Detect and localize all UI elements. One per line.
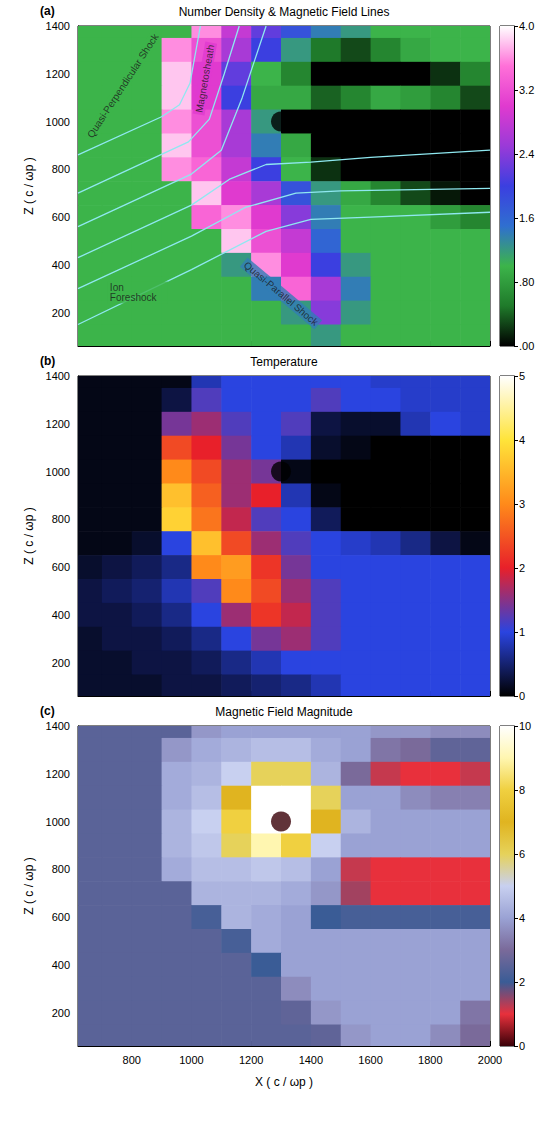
svg-text:400: 400 xyxy=(52,959,70,971)
svg-text:600: 600 xyxy=(52,561,70,573)
svg-text:4: 4 xyxy=(519,434,525,446)
svg-text:400: 400 xyxy=(52,259,70,271)
svg-text:Temperature: Temperature xyxy=(250,355,318,369)
svg-text:1800: 1800 xyxy=(418,1054,442,1066)
svg-text:1000: 1000 xyxy=(179,1054,203,1066)
svg-text:2: 2 xyxy=(519,976,525,988)
svg-text:Magnetic Field Magnitude: Magnetic Field Magnitude xyxy=(215,705,353,719)
svg-text:1000: 1000 xyxy=(46,816,70,828)
svg-text:1200: 1200 xyxy=(239,1054,263,1066)
svg-text:600: 600 xyxy=(52,211,70,223)
svg-text:0: 0 xyxy=(519,1040,525,1052)
svg-text:3.2: 3.2 xyxy=(519,84,534,96)
svg-text:Quasi-Perpendicular Shock: Quasi-Perpendicular Shock xyxy=(85,31,161,140)
svg-text:2: 2 xyxy=(519,562,525,574)
svg-text:10: 10 xyxy=(519,720,531,732)
svg-text:8: 8 xyxy=(519,784,525,796)
svg-text:200: 200 xyxy=(52,1007,70,1019)
svg-text:1400: 1400 xyxy=(46,720,70,732)
svg-text:X ( c / ωp ): X ( c / ωp ) xyxy=(255,1075,313,1089)
svg-text:800: 800 xyxy=(52,163,70,175)
svg-text:Z ( c / ωp ): Z ( c / ωp ) xyxy=(22,157,36,214)
svg-text:2.4: 2.4 xyxy=(519,148,534,160)
svg-text:2000: 2000 xyxy=(478,1054,502,1066)
svg-text:Ion: Ion xyxy=(109,282,127,293)
svg-text:.80: .80 xyxy=(519,276,534,288)
svg-text:1600: 1600 xyxy=(358,1054,382,1066)
svg-text:1200: 1200 xyxy=(46,68,70,80)
svg-text:1200: 1200 xyxy=(46,768,70,780)
svg-text:0: 0 xyxy=(519,690,525,702)
svg-text:200: 200 xyxy=(52,657,70,669)
svg-text:800: 800 xyxy=(52,863,70,875)
svg-text:1000: 1000 xyxy=(46,116,70,128)
svg-text:1000: 1000 xyxy=(46,466,70,478)
svg-text:4.0: 4.0 xyxy=(519,20,534,32)
svg-text:.00: .00 xyxy=(519,340,534,352)
svg-text:Number Density & Magnetic Fiel: Number Density & Magnetic Field Lines xyxy=(179,5,390,19)
svg-text:1.6: 1.6 xyxy=(519,212,534,224)
svg-text:3: 3 xyxy=(519,498,525,510)
svg-text:(c): (c) xyxy=(40,704,55,718)
svg-text:Quasi-Parallel Shock: Quasi-Parallel Shock xyxy=(242,259,321,328)
svg-text:200: 200 xyxy=(52,307,70,319)
svg-text:800: 800 xyxy=(52,513,70,525)
svg-text:Z ( c / ωp ): Z ( c / ωp ) xyxy=(22,857,36,914)
svg-text:Foreshock: Foreshock xyxy=(110,292,158,303)
svg-text:600: 600 xyxy=(52,911,70,923)
svg-text:5: 5 xyxy=(519,370,525,382)
svg-text:Z ( c / ωp ): Z ( c / ωp ) xyxy=(22,507,36,564)
svg-text:Magnetosheath: Magnetosheath xyxy=(193,44,216,114)
svg-text:1: 1 xyxy=(519,626,525,638)
svg-text:1200: 1200 xyxy=(46,418,70,430)
svg-text:400: 400 xyxy=(52,609,70,621)
svg-text:6: 6 xyxy=(519,848,525,860)
svg-text:4: 4 xyxy=(519,912,525,924)
svg-text:1400: 1400 xyxy=(46,20,70,32)
svg-text:1400: 1400 xyxy=(299,1054,323,1066)
svg-text:1400: 1400 xyxy=(46,370,70,382)
svg-text:800: 800 xyxy=(123,1054,141,1066)
svg-text:(a): (a) xyxy=(40,4,55,18)
svg-text:(b): (b) xyxy=(40,354,55,368)
